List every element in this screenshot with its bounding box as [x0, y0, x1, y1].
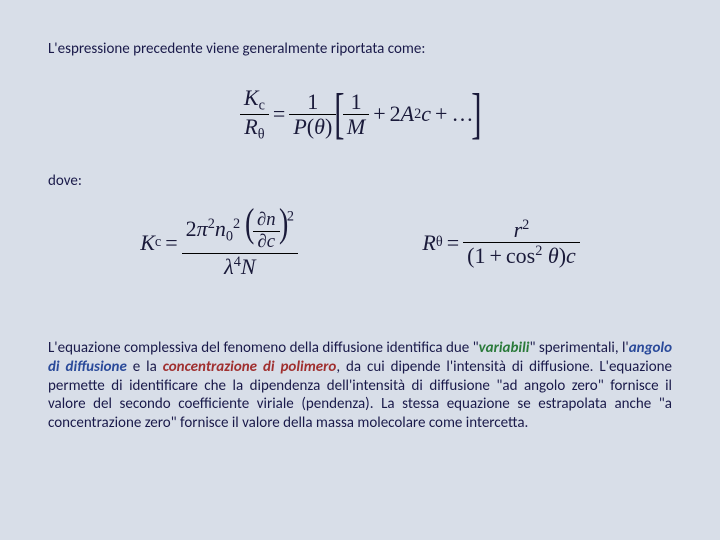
variabili-term: variabili [479, 339, 530, 357]
para-t2: " sperimentali, l' [529, 339, 628, 357]
concentrazione-term: concentrazione di polimero [163, 358, 337, 376]
dove-label: dove: [48, 172, 672, 190]
para-t3: e la [127, 358, 163, 376]
equation-kc: Kc= 2π2n02 (∂n∂c)2 λ4N [140, 206, 298, 279]
equation-main: KcRθ = 1P(θ) [ 1M +2A2c+… ] [48, 86, 672, 142]
equation-rtheta: Rθ= r2 (1+cos2 θ)c [422, 217, 579, 268]
para-t1: L'equazione complessiva del fenomeno del… [48, 339, 479, 357]
body-paragraph: L'equazione complessiva del fenomeno del… [48, 339, 672, 433]
equation-row: Kc= 2π2n02 (∂n∂c)2 λ4N Rθ= r2 (1+cos2 θ)… [78, 206, 642, 279]
intro-text: L'espressione precedente viene generalme… [48, 40, 672, 58]
